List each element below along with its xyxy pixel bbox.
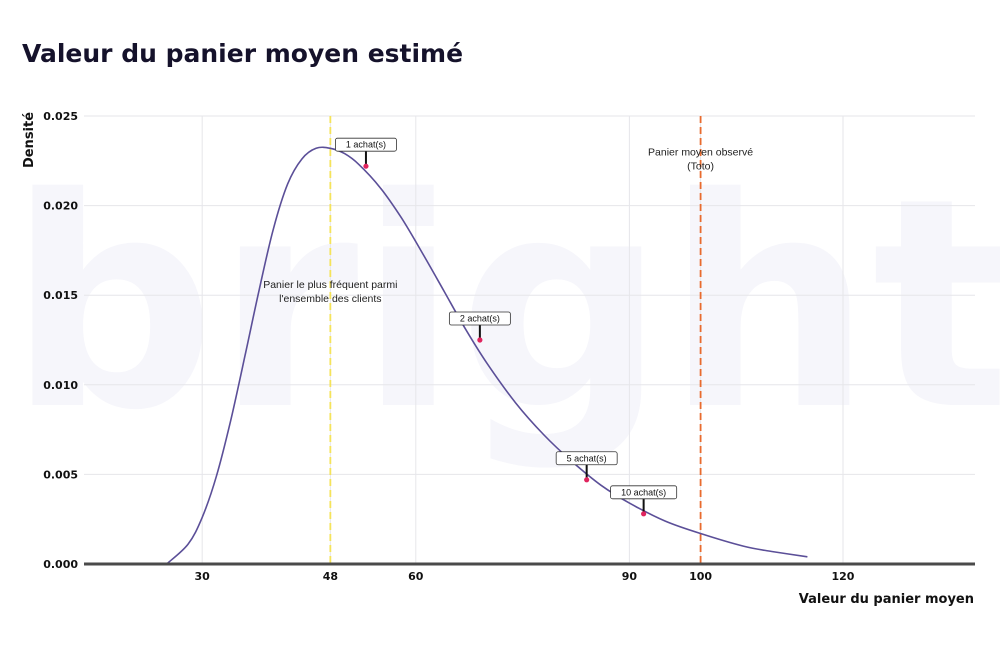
point-label: 1 achat(s) — [346, 140, 386, 150]
watermark: bright. — [8, 137, 1000, 474]
point-label-box — [448, 311, 511, 326]
y-tick-label: 0.005 — [43, 468, 78, 481]
point-marker — [584, 477, 590, 483]
point-marker — [477, 337, 483, 343]
point-label: 5 achat(s) — [567, 453, 607, 463]
x-tick-label: 90 — [622, 570, 638, 583]
grid — [84, 115, 975, 565]
point-markers: 1 achat(s) 2 achat(s) 5 achat(s) 10 achat(s… — [335, 137, 678, 517]
y-tick-labels: 0.000 0.005 0.010 0.015 0.020 0.025 — [43, 110, 78, 571]
chart-title: Valeur du panier moyen estimé — [22, 39, 463, 68]
x-tick-label: 120 — [832, 570, 855, 583]
point-label: 2 achat(s) — [460, 314, 500, 324]
point-marker — [363, 163, 369, 169]
y-tick-label: 0.025 — [43, 110, 78, 123]
x-tick-label: 60 — [408, 570, 424, 583]
reference-line-label: (Toto) — [687, 160, 714, 172]
point-label: 10 achat(s) — [621, 487, 666, 497]
reference-line-label: Panier moyen observé — [648, 146, 753, 158]
reference-line-label: Panier le plus fréquent parmi — [263, 279, 397, 291]
point-label-box — [335, 137, 397, 152]
y-tick-label: 0.010 — [43, 379, 78, 392]
x-tick-label: 48 — [323, 570, 338, 583]
reference-lines: Panier le plus fréquent parmi l'ensemble … — [263, 116, 753, 564]
point-marker — [641, 511, 647, 517]
x-tick-label: 100 — [689, 570, 712, 583]
reference-line-label: l'ensemble des clients — [279, 293, 381, 305]
x-axis-title: Valeur du panier moyen — [799, 592, 974, 607]
x-tick-label: 30 — [195, 570, 211, 583]
point-annotation: 2 achat(s) — [448, 311, 511, 343]
point-label-box — [555, 451, 618, 466]
point-annotation: 5 achat(s) — [555, 451, 618, 483]
x-tick-labels: 30 48 60 90 100 120 — [195, 570, 855, 583]
y-axis-title: Densité — [22, 112, 37, 168]
y-tick-label: 0.020 — [43, 200, 78, 213]
y-tick-label: 0.000 — [43, 558, 78, 571]
y-tick-label: 0.015 — [43, 289, 78, 302]
point-label-box — [610, 485, 678, 500]
point-annotation: 10 achat(s) — [610, 485, 678, 517]
density-curve — [166, 146, 808, 565]
point-annotation: 1 achat(s) — [335, 137, 397, 169]
